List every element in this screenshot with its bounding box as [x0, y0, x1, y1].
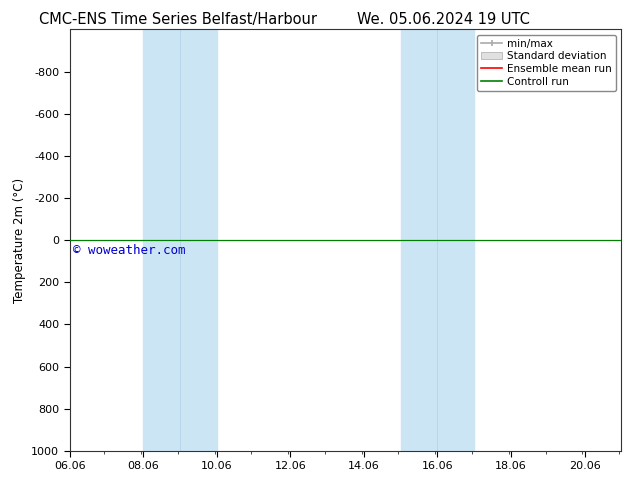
Text: We. 05.06.2024 19 UTC: We. 05.06.2024 19 UTC	[358, 12, 530, 27]
Bar	[401, 29, 437, 451]
Bar	[180, 29, 217, 451]
Text: © woweather.com: © woweather.com	[74, 245, 186, 257]
Legend: min/max, Standard deviation, Ensemble mean run, Controll run: min/max, Standard deviation, Ensemble me…	[477, 35, 616, 91]
Bar	[143, 29, 180, 451]
Bar	[437, 29, 474, 451]
Y-axis label: Temperature 2m (°C): Temperature 2m (°C)	[13, 177, 26, 303]
Text: CMC-ENS Time Series Belfast/Harbour: CMC-ENS Time Series Belfast/Harbour	[39, 12, 316, 27]
